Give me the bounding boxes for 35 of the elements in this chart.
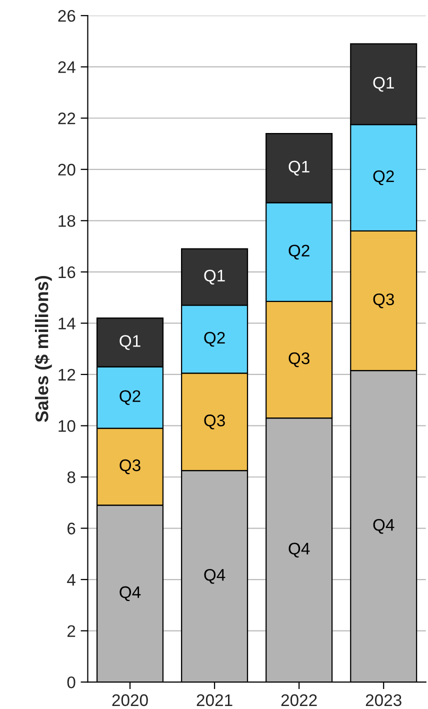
y-tick-label: 4	[67, 574, 76, 586]
series-label: Q1	[120, 335, 140, 350]
text: Q4	[373, 519, 394, 534]
y-tick-label: 26	[58, 10, 76, 22]
text: Q1	[373, 76, 394, 92]
text: Q4	[204, 568, 226, 584]
text: Q3	[204, 414, 225, 430]
text: Q2	[204, 332, 225, 347]
y-tick-label: 12	[58, 368, 76, 380]
x-tick-label: 2023	[366, 694, 402, 706]
y-tick-label: 10	[58, 420, 76, 432]
y-tick-label: 16	[58, 266, 76, 278]
y-tick-label: 8	[67, 471, 76, 484]
text: Q1	[288, 160, 310, 176]
y-tick-label: 2	[68, 625, 76, 637]
y-tick-label: 6	[68, 522, 76, 534]
y-tick-label: 22	[58, 112, 76, 124]
y-axis-title: Sales ($ millions)	[34, 276, 52, 422]
y-tick-label: 0	[67, 676, 76, 688]
series-label: Q2	[288, 244, 310, 260]
series-label: Q3	[288, 352, 310, 368]
text: Q3	[373, 293, 394, 308]
y-tick-label: 20	[58, 164, 76, 176]
y-tick-label: 14	[58, 318, 76, 330]
text: Q2	[120, 390, 140, 405]
text: Q2	[373, 170, 394, 186]
text: Q3	[120, 459, 140, 474]
text: Q4	[120, 586, 141, 602]
series-label: Q4	[288, 542, 310, 558]
x-tick-label: 2020	[112, 694, 148, 706]
text: Q1	[204, 270, 225, 285]
x-tick-label: 2022	[281, 694, 317, 706]
y-tick-label: 24	[58, 61, 76, 73]
x-tick-label: 2021	[196, 694, 232, 706]
y-tick-label: 18	[58, 215, 76, 227]
